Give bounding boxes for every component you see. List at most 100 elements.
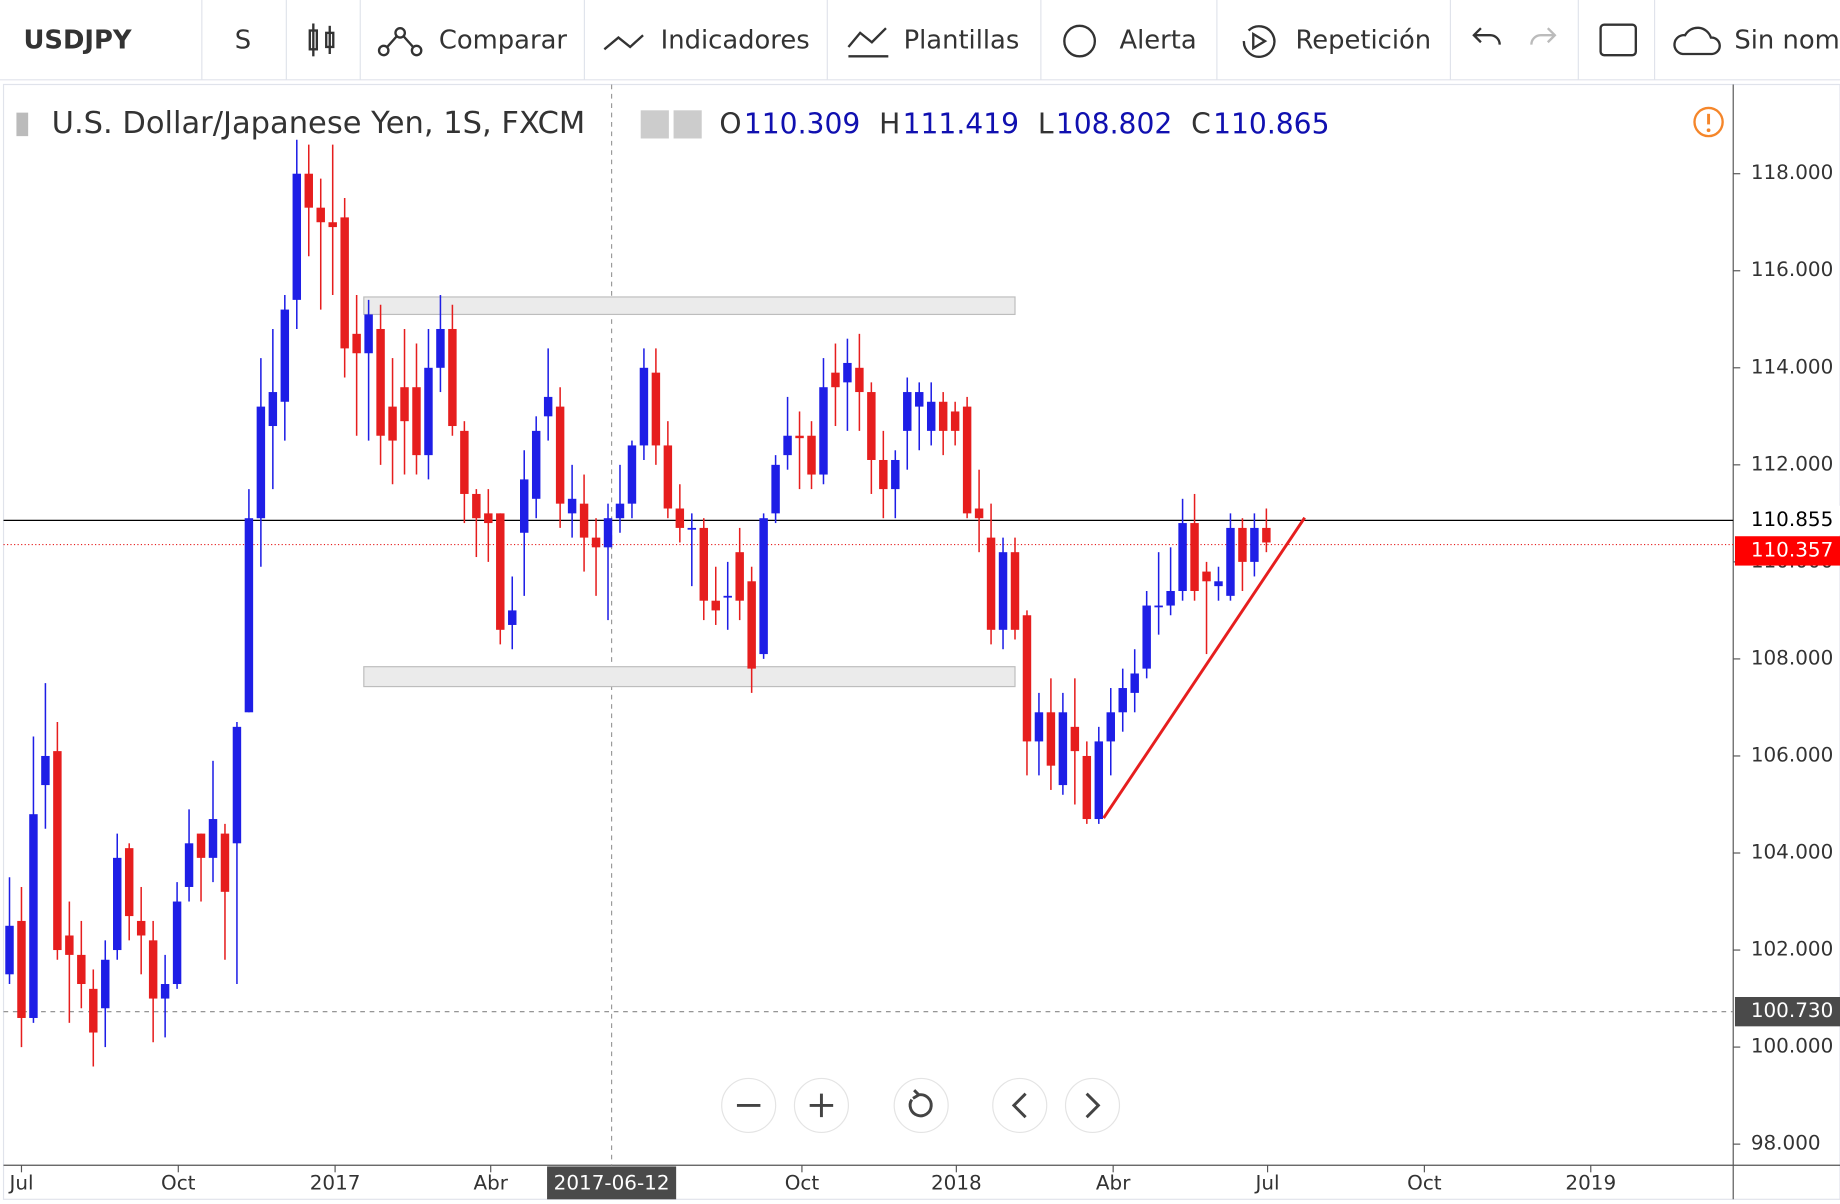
- candle-body: [615, 503, 625, 519]
- candle-body: [1214, 581, 1223, 587]
- x-tick-label: Oct: [1407, 1171, 1442, 1195]
- candle-body: [1046, 712, 1056, 766]
- compare[interactable]: Comparar: [439, 26, 568, 56]
- indicator-icon[interactable]: [603, 34, 644, 51]
- templates[interactable]: Plantillas: [904, 26, 1020, 56]
- price-label-bg: [1734, 997, 1840, 1027]
- candle-body: [974, 508, 984, 519]
- y-tick-label: 112.000: [1751, 451, 1833, 475]
- indicators[interactable]: Indicadores: [661, 26, 810, 56]
- candle-body: [256, 406, 266, 519]
- interval[interactable]: S: [235, 26, 251, 56]
- undo[interactable]: [1472, 27, 1501, 45]
- candle-body: [639, 367, 649, 446]
- candle-body: [292, 173, 302, 300]
- symbol[interactable]: USDJPY: [23, 26, 131, 56]
- candle-body: [388, 406, 397, 441]
- candle-body: [519, 479, 529, 533]
- x-tick-label: Oct: [785, 1171, 820, 1195]
- candle-body: [1154, 605, 1163, 608]
- replay-icon[interactable]: [1242, 25, 1276, 58]
- candle-body: [113, 857, 122, 951]
- candle-body: [244, 518, 254, 713]
- price-label: 110.855: [1751, 507, 1833, 531]
- collapse-icon[interactable]: [16, 112, 29, 137]
- candle-body: [950, 411, 960, 431]
- candle-body: [986, 537, 996, 630]
- candle-body: [136, 920, 146, 936]
- candle-body: [316, 207, 325, 223]
- templates-icon[interactable]: [847, 27, 889, 58]
- eye-icon[interactable]: [640, 110, 669, 139]
- trendline: [1102, 516, 1306, 819]
- alert[interactable]: Alerta: [1119, 26, 1196, 56]
- ohlc-key: O: [719, 108, 741, 141]
- candle-body: [160, 984, 170, 999]
- candle-body: [89, 988, 98, 1033]
- candle-body: [867, 392, 876, 460]
- candle-body: [1010, 552, 1020, 630]
- reset[interactable]: [893, 1077, 949, 1133]
- candle-body: [1106, 712, 1115, 742]
- candle-body: [938, 401, 948, 431]
- candle-body: [17, 920, 26, 1018]
- ohlc-legend: O 110.309 H 111.419 L 108.802 C 110.865: [719, 108, 1329, 141]
- x-tick-label: Oct: [161, 1171, 196, 1195]
- candle-body: [232, 726, 242, 844]
- candle-body: [1118, 688, 1127, 713]
- candle-body: [304, 173, 313, 208]
- ohlc-key: L: [1038, 108, 1054, 141]
- right-glyph: [1085, 1092, 1101, 1119]
- ohlc-value: 110.865: [1213, 108, 1329, 141]
- price-label-bg: [1734, 536, 1840, 566]
- price-label: 110.357: [1751, 537, 1833, 561]
- candle-body: [472, 493, 481, 519]
- candle-body: [508, 610, 517, 625]
- candles-icon[interactable]: [308, 23, 335, 57]
- ohlc-value: 110.309: [744, 108, 860, 141]
- zone: [363, 666, 1016, 688]
- candle-body: [663, 445, 673, 509]
- candle-body: [1034, 712, 1044, 742]
- candle-body: [484, 513, 493, 524]
- candle-body: [531, 430, 541, 499]
- candle-body: [1094, 741, 1104, 820]
- candle-body: [591, 537, 601, 548]
- settings-icon[interactable]: [673, 110, 702, 139]
- left-glyph: [1011, 1092, 1027, 1119]
- candle-body: [831, 372, 840, 388]
- candle-body: [460, 430, 469, 494]
- ohlc-key: C: [1191, 108, 1211, 141]
- candle-body: [579, 503, 589, 538]
- candle-body: [220, 833, 230, 892]
- y-tick-label: 118.000: [1751, 160, 1833, 184]
- candle-body: [1238, 527, 1247, 562]
- layout-name[interactable]: Sin nom: [1734, 26, 1839, 56]
- x-tick-label: 2019: [1565, 1171, 1616, 1195]
- candle-body: [747, 581, 756, 669]
- warning-icon[interactable]: [1693, 106, 1724, 138]
- y-tick-label: 104.000: [1751, 840, 1833, 864]
- candle-body: [1070, 726, 1080, 752]
- candle-body: [448, 328, 457, 427]
- candle-body: [962, 406, 972, 514]
- compare-icon[interactable]: [377, 27, 423, 57]
- candle-body: [807, 435, 816, 475]
- alert-icon[interactable]: [1063, 24, 1097, 58]
- candle-body: [352, 333, 361, 354]
- cloud-icon[interactable]: [1673, 26, 1721, 56]
- candle-body: [1058, 712, 1068, 786]
- candle-body: [783, 435, 792, 456]
- candle-body: [879, 459, 888, 490]
- x-tick-label: Jul: [1254, 1171, 1280, 1195]
- x-tick-label: Abr: [473, 1171, 508, 1195]
- replay[interactable]: Repetición: [1296, 26, 1432, 56]
- scroll-left[interactable]: [992, 1077, 1048, 1133]
- candle-body: [29, 814, 38, 1018]
- candle-body: [280, 309, 290, 402]
- scroll-right[interactable]: [1064, 1077, 1121, 1133]
- redo[interactable]: [1530, 27, 1557, 45]
- fullscreen[interactable]: [1599, 23, 1637, 57]
